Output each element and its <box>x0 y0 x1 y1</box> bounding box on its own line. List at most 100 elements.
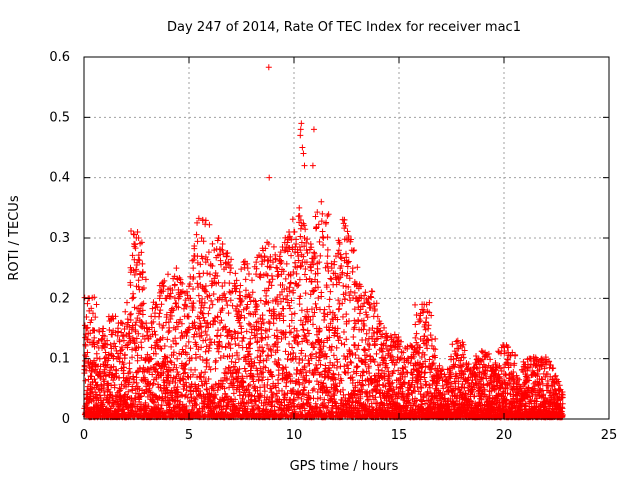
data-point <box>310 261 317 268</box>
data-point <box>244 301 251 308</box>
data-point <box>167 358 174 365</box>
data-point <box>302 226 309 233</box>
data-point <box>267 346 274 353</box>
data-point <box>218 317 225 324</box>
data-point <box>110 377 117 384</box>
data-point <box>214 272 221 279</box>
data-point <box>201 299 208 306</box>
data-point <box>248 358 255 365</box>
data-point <box>299 321 306 328</box>
data-point <box>260 374 267 381</box>
data-point <box>232 341 239 348</box>
data-point <box>291 396 298 403</box>
data-point <box>115 354 122 361</box>
data-point <box>93 382 100 389</box>
data-point <box>315 221 322 228</box>
data-point <box>251 384 258 391</box>
data-point <box>270 306 277 313</box>
data-point <box>158 405 165 412</box>
data-point <box>284 356 291 363</box>
data-point <box>212 318 219 325</box>
data-point <box>93 301 100 308</box>
data-point <box>131 271 138 278</box>
data-point <box>135 252 142 259</box>
data-point <box>296 276 303 283</box>
data-point <box>252 304 259 311</box>
data-point <box>183 402 190 409</box>
data-point <box>242 276 249 283</box>
data-point <box>305 357 312 364</box>
data-point <box>320 310 327 317</box>
data-point <box>197 353 204 360</box>
data-point <box>280 295 287 302</box>
data-point <box>262 245 269 252</box>
data-point <box>206 345 213 352</box>
data-point <box>81 294 88 301</box>
data-point <box>286 302 293 309</box>
data-point <box>272 298 279 305</box>
data-point <box>194 280 201 287</box>
data-point <box>305 399 312 406</box>
data-point <box>326 388 333 395</box>
data-point <box>283 296 290 303</box>
data-point <box>309 387 316 394</box>
data-point <box>252 383 259 390</box>
data-point <box>185 338 192 345</box>
data-point <box>277 249 284 256</box>
data-point <box>301 332 308 339</box>
data-point <box>297 293 304 300</box>
data-point <box>244 386 251 393</box>
data-point <box>308 351 315 358</box>
data-point <box>313 353 320 360</box>
data-point <box>201 288 208 295</box>
data-point <box>243 305 250 312</box>
data-point <box>284 239 291 246</box>
data-point <box>196 315 203 322</box>
data-point <box>159 334 166 341</box>
chart-title: Day 247 of 2014, Rate Of TEC Index for r… <box>167 20 521 35</box>
data-point <box>146 385 153 392</box>
data-point <box>300 253 307 260</box>
data-point <box>187 384 194 391</box>
data-point <box>263 357 270 364</box>
data-point <box>287 272 294 279</box>
data-point <box>89 388 96 395</box>
data-point <box>111 384 118 391</box>
data-point <box>334 387 341 394</box>
data-point <box>204 270 211 277</box>
data-point <box>283 383 290 390</box>
data-point <box>134 357 141 364</box>
data-point <box>212 357 219 364</box>
data-point <box>165 319 172 326</box>
data-point <box>324 246 331 253</box>
data-point <box>258 326 265 333</box>
data-point <box>148 355 155 362</box>
data-point <box>297 317 304 324</box>
data-point <box>198 344 205 351</box>
data-point <box>205 249 212 256</box>
data-point <box>173 340 180 347</box>
data-point <box>254 339 261 346</box>
data-point <box>286 284 293 291</box>
data-point <box>243 328 250 335</box>
data-point <box>132 322 139 329</box>
data-point <box>194 238 201 245</box>
data-point <box>182 369 189 376</box>
data-point <box>323 219 330 226</box>
data-point <box>270 320 277 327</box>
data-point <box>209 240 216 247</box>
data-point <box>266 396 273 403</box>
data-point <box>237 282 244 289</box>
data-point <box>200 314 207 321</box>
data-point <box>245 351 252 358</box>
data-point <box>149 371 156 378</box>
data-point <box>193 231 200 238</box>
data-point <box>335 371 342 378</box>
data-point <box>295 333 302 340</box>
data-point <box>289 344 296 351</box>
data-point <box>330 371 337 378</box>
data-point <box>249 289 256 296</box>
data-point <box>127 369 134 376</box>
data-point <box>116 338 123 345</box>
data-point <box>309 340 316 347</box>
